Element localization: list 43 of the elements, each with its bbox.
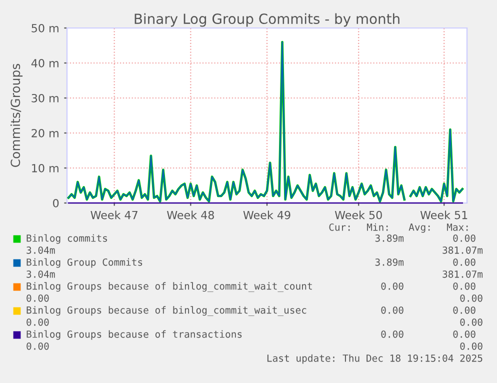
y-tick-label: 20 m — [32, 128, 58, 138]
x-tick-label: Week 51 — [420, 210, 468, 220]
text: 0.00 — [26, 294, 49, 302]
y-tick-label: 50 m — [32, 24, 58, 32]
text: 3.89m — [375, 234, 404, 242]
text: 381.07m — [442, 270, 483, 278]
text: 0.00 — [453, 282, 476, 290]
text: 0.00 — [453, 234, 476, 242]
text: 0.00 — [26, 342, 49, 350]
x-tick-label: Week 48 — [166, 210, 214, 220]
legend-label: Binlog Group Commits — [26, 258, 142, 268]
legend-label: Binlog commits — [26, 234, 107, 244]
y-tick-label: 10 m — [32, 164, 58, 172]
chart-title: Binary Log Group Commits - by month — [134, 13, 400, 27]
text: 0.00 — [453, 258, 476, 266]
text: 3.04m — [26, 246, 55, 254]
text: 0.00 — [453, 330, 476, 338]
x-tick-label: Week 47 — [90, 210, 138, 220]
text: Max: — [446, 224, 468, 231]
text: 0.00 — [381, 330, 404, 338]
text: 0.00 — [460, 318, 482, 326]
x-tick-label: Week 50 — [334, 210, 382, 220]
text: 0.00 — [460, 294, 482, 302]
y-tick-label: 40 m — [31, 58, 58, 68]
text: 0.00 — [381, 306, 404, 314]
text: 0.00 — [453, 306, 476, 314]
x-tick-label: Week 49 — [243, 210, 290, 220]
text: 0.00 — [381, 282, 404, 290]
text: 0.00 — [460, 342, 482, 350]
text: Min: — [366, 223, 388, 231]
text: Cur: — [329, 223, 350, 231]
y-tick-label: 0 — [53, 198, 59, 208]
y-axis-title: Commits/Groups — [10, 64, 23, 167]
text: 381.07m — [442, 246, 483, 254]
text: Last update: Thu Dec 18 19:15:04 2025 — [267, 354, 482, 364]
legend-label: Binlog Groups because of binlog_commit_wait_usec — [26, 306, 306, 316]
text: 3.04m — [26, 270, 55, 278]
legend-label: Binlog Groups because of transactions — [26, 330, 242, 340]
legend-label: Binlog Groups because of binlog_commit_wait_count — [26, 282, 312, 292]
y-tick-label: 30 m — [32, 94, 58, 102]
text: Avg: — [408, 224, 430, 233]
text: 0.00 — [26, 318, 49, 326]
text: 3.89m — [375, 258, 404, 266]
